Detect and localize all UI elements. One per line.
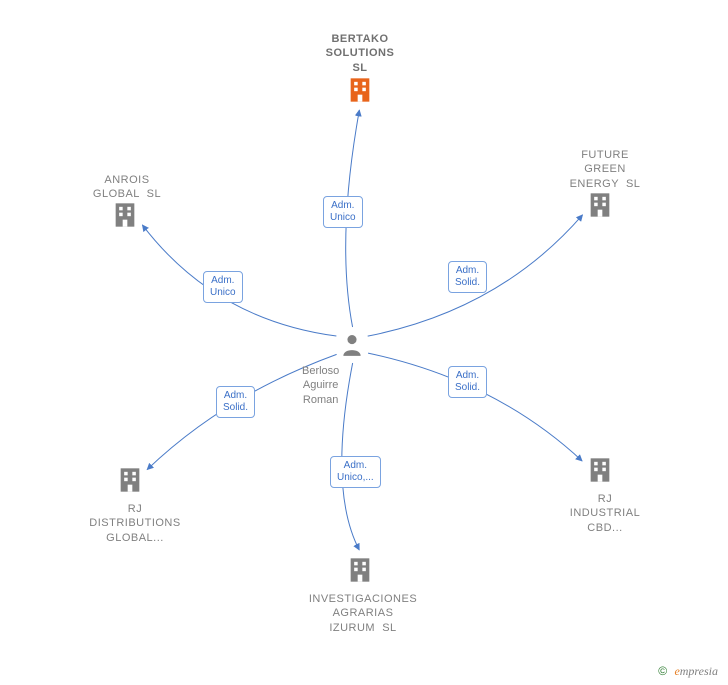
company-icon (116, 466, 144, 494)
credit: © empresia (658, 664, 718, 679)
brand-rest: mpresia (680, 664, 718, 678)
center-node-label: Berloso Aguirre Roman (302, 364, 339, 407)
edge-label: Adm. Solid. (448, 366, 487, 398)
edge-label: Adm. Solid. (216, 386, 255, 418)
company-icon (586, 456, 614, 484)
person-icon (339, 331, 365, 359)
company-label: INVESTIGACIONES AGRARIAS IZURUM SL (293, 592, 433, 635)
company-label: FUTURE GREEN ENERGY SL (535, 148, 675, 191)
company-label: BERTAKO SOLUTIONS SL (290, 32, 430, 75)
edge-label: Adm. Unico (203, 271, 243, 303)
company-label: ANROIS GLOBAL SL (57, 173, 197, 202)
edge-label: Adm. Unico,... (330, 456, 381, 488)
company-label: RJ DISTRIBUTIONS GLOBAL... (65, 502, 205, 545)
company-icon (346, 556, 374, 584)
edge-label: Adm. Unico (323, 196, 363, 228)
company-icon (586, 191, 614, 219)
edge-label: Adm. Solid. (448, 261, 487, 293)
company-icon (111, 201, 139, 229)
company-icon (346, 76, 374, 104)
copyright-symbol: © (658, 664, 667, 678)
company-label: RJ INDUSTRIAL CBD... (535, 492, 675, 535)
